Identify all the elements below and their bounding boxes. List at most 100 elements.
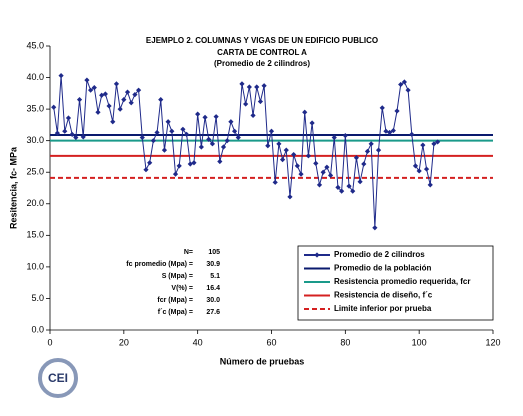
legend-marker	[314, 252, 320, 258]
data-point	[261, 83, 267, 89]
data-point	[353, 155, 360, 161]
data-point	[84, 77, 90, 83]
stat-label: f´c (Mpa) =	[158, 309, 193, 316]
stat-value: 27.6	[206, 309, 220, 316]
data-point	[136, 87, 142, 93]
data-point	[239, 81, 245, 87]
data-point	[73, 134, 79, 141]
data-point	[110, 119, 116, 125]
y-tick-label: 20.0	[26, 198, 44, 208]
y-tick-label: 35.0	[26, 103, 44, 113]
data-point	[113, 81, 120, 87]
data-point	[172, 171, 179, 177]
data-point	[76, 97, 83, 103]
data-point	[228, 119, 234, 125]
data-point	[350, 188, 356, 194]
data-point	[272, 179, 278, 185]
data-point	[165, 119, 171, 125]
legend-label: Resistencia de diseño, f´c	[334, 291, 433, 300]
stat-label: fcr (Mpa) =	[157, 297, 193, 304]
data-point	[305, 153, 312, 159]
data-point	[143, 167, 149, 173]
data-point	[324, 164, 330, 170]
data-point	[276, 141, 282, 147]
data-point	[390, 127, 396, 134]
data-point	[339, 188, 345, 194]
data-point	[147, 160, 153, 166]
x-tick-label: 60	[266, 337, 276, 347]
data-point	[316, 182, 323, 188]
data-point	[220, 144, 227, 150]
data-point	[217, 158, 223, 165]
y-tick-label: 25.0	[26, 167, 44, 177]
y-tick-label: 45.0	[26, 40, 44, 50]
data-point	[331, 134, 337, 141]
data-point	[139, 134, 145, 141]
data-point	[209, 141, 216, 147]
data-point	[95, 109, 101, 115]
data-point	[91, 85, 97, 91]
chart-title: EJEMPLO 2. COLUMNAS Y VIGAS DE UN EDIFIC…	[146, 36, 378, 45]
data-point	[224, 138, 230, 144]
data-point	[180, 126, 186, 132]
data-point	[195, 111, 201, 117]
data-point	[69, 131, 75, 137]
chart-note: (Promedio de 2 cilindros)	[214, 59, 310, 68]
logo-text: CEI	[48, 371, 68, 385]
data-point	[62, 128, 68, 134]
data-point	[102, 91, 108, 97]
legend-label: Promedio de 2 cilindros	[334, 250, 425, 259]
y-tick-label: 40.0	[26, 72, 44, 82]
x-tick-label: 100	[412, 337, 427, 347]
data-point	[302, 109, 308, 115]
data-point	[405, 87, 411, 93]
legend-label: Promedio de la población	[334, 264, 431, 273]
data-point	[254, 84, 260, 90]
x-tick-label: 20	[119, 337, 129, 347]
data-point	[327, 172, 334, 178]
stat-label: N=	[184, 249, 193, 256]
data-point	[257, 98, 264, 105]
data-point	[183, 131, 190, 137]
data-point	[401, 79, 407, 85]
data-point	[283, 147, 289, 153]
data-point	[206, 136, 212, 143]
data-point	[117, 106, 123, 112]
stat-label: fc promedio (Mpa) =	[126, 261, 193, 268]
x-tick-label: 40	[193, 337, 203, 347]
stat-value: 16.4	[206, 285, 220, 292]
data-point	[294, 163, 300, 169]
data-point	[150, 138, 156, 144]
data-point	[231, 128, 238, 134]
data-point	[235, 134, 241, 141]
data-point	[298, 171, 304, 177]
data-point	[427, 182, 433, 188]
data-point	[409, 131, 415, 137]
data-point	[158, 97, 164, 103]
data-point	[99, 92, 105, 98]
data-point	[191, 160, 197, 166]
data-point	[88, 87, 94, 93]
data-point	[54, 130, 60, 136]
data-point	[279, 157, 286, 163]
x-tick-label: 80	[340, 337, 350, 347]
x-tick-label: 120	[485, 337, 500, 347]
data-point	[361, 161, 367, 167]
data-point	[368, 141, 374, 147]
data-point	[309, 120, 315, 126]
data-point	[375, 147, 382, 153]
data-point	[287, 194, 293, 200]
stat-label: V(%) =	[171, 285, 193, 292]
data-point	[58, 73, 64, 79]
data-point	[169, 128, 175, 134]
data-point	[176, 163, 182, 169]
data-point	[265, 143, 271, 149]
data-point	[202, 114, 208, 120]
data-point	[335, 184, 341, 190]
data-point	[364, 148, 371, 154]
legend-label: Resistencia promedio requerida, fcr	[334, 277, 471, 286]
data-point	[372, 225, 378, 231]
data-line	[53, 75, 438, 228]
legend-label: Limite inferior por prueba	[334, 304, 432, 313]
data-point	[320, 169, 326, 175]
